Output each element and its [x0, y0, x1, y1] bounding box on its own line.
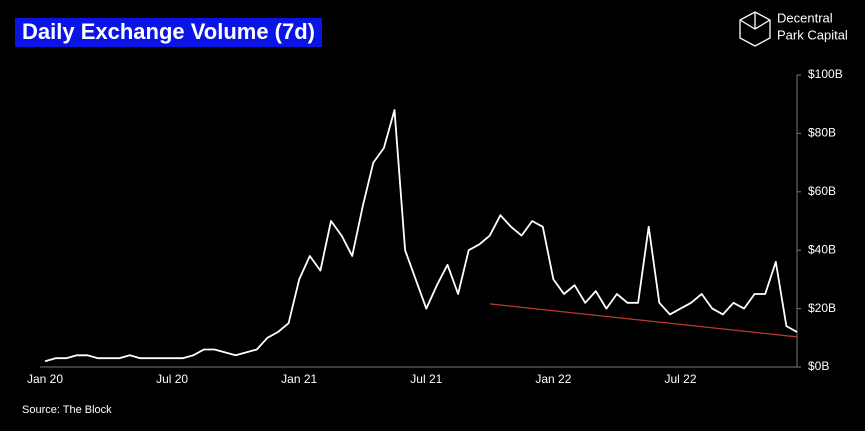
y-tick-label: $80B	[808, 126, 836, 140]
x-tick-label: Jul 20	[156, 372, 188, 386]
title-box	[15, 18, 323, 47]
source-note: Source: The Block	[22, 404, 112, 416]
y-tick-label: $60B	[808, 184, 836, 198]
x-tick-label: Jul 22	[664, 372, 696, 386]
chart-title: Daily Exchange Volume (7d)	[22, 19, 315, 44]
brand-line: Park Capital	[777, 27, 848, 42]
x-tick-label: Jan 21	[281, 372, 317, 386]
x-tick-label: Jan 22	[535, 372, 571, 386]
y-tick-label: $0B	[808, 359, 829, 373]
volume-line	[44, 109, 798, 363]
x-tick-label: Jan 20	[27, 372, 63, 386]
trend-line	[489, 303, 798, 338]
y-tick-label: $40B	[808, 242, 836, 256]
x-tick-label: Jul 21	[410, 372, 442, 386]
logo-icon	[739, 11, 771, 47]
brand-line: Decentral	[777, 10, 833, 25]
y-tick-label: $20B	[808, 301, 836, 315]
y-tick-label: $100B	[808, 67, 843, 81]
